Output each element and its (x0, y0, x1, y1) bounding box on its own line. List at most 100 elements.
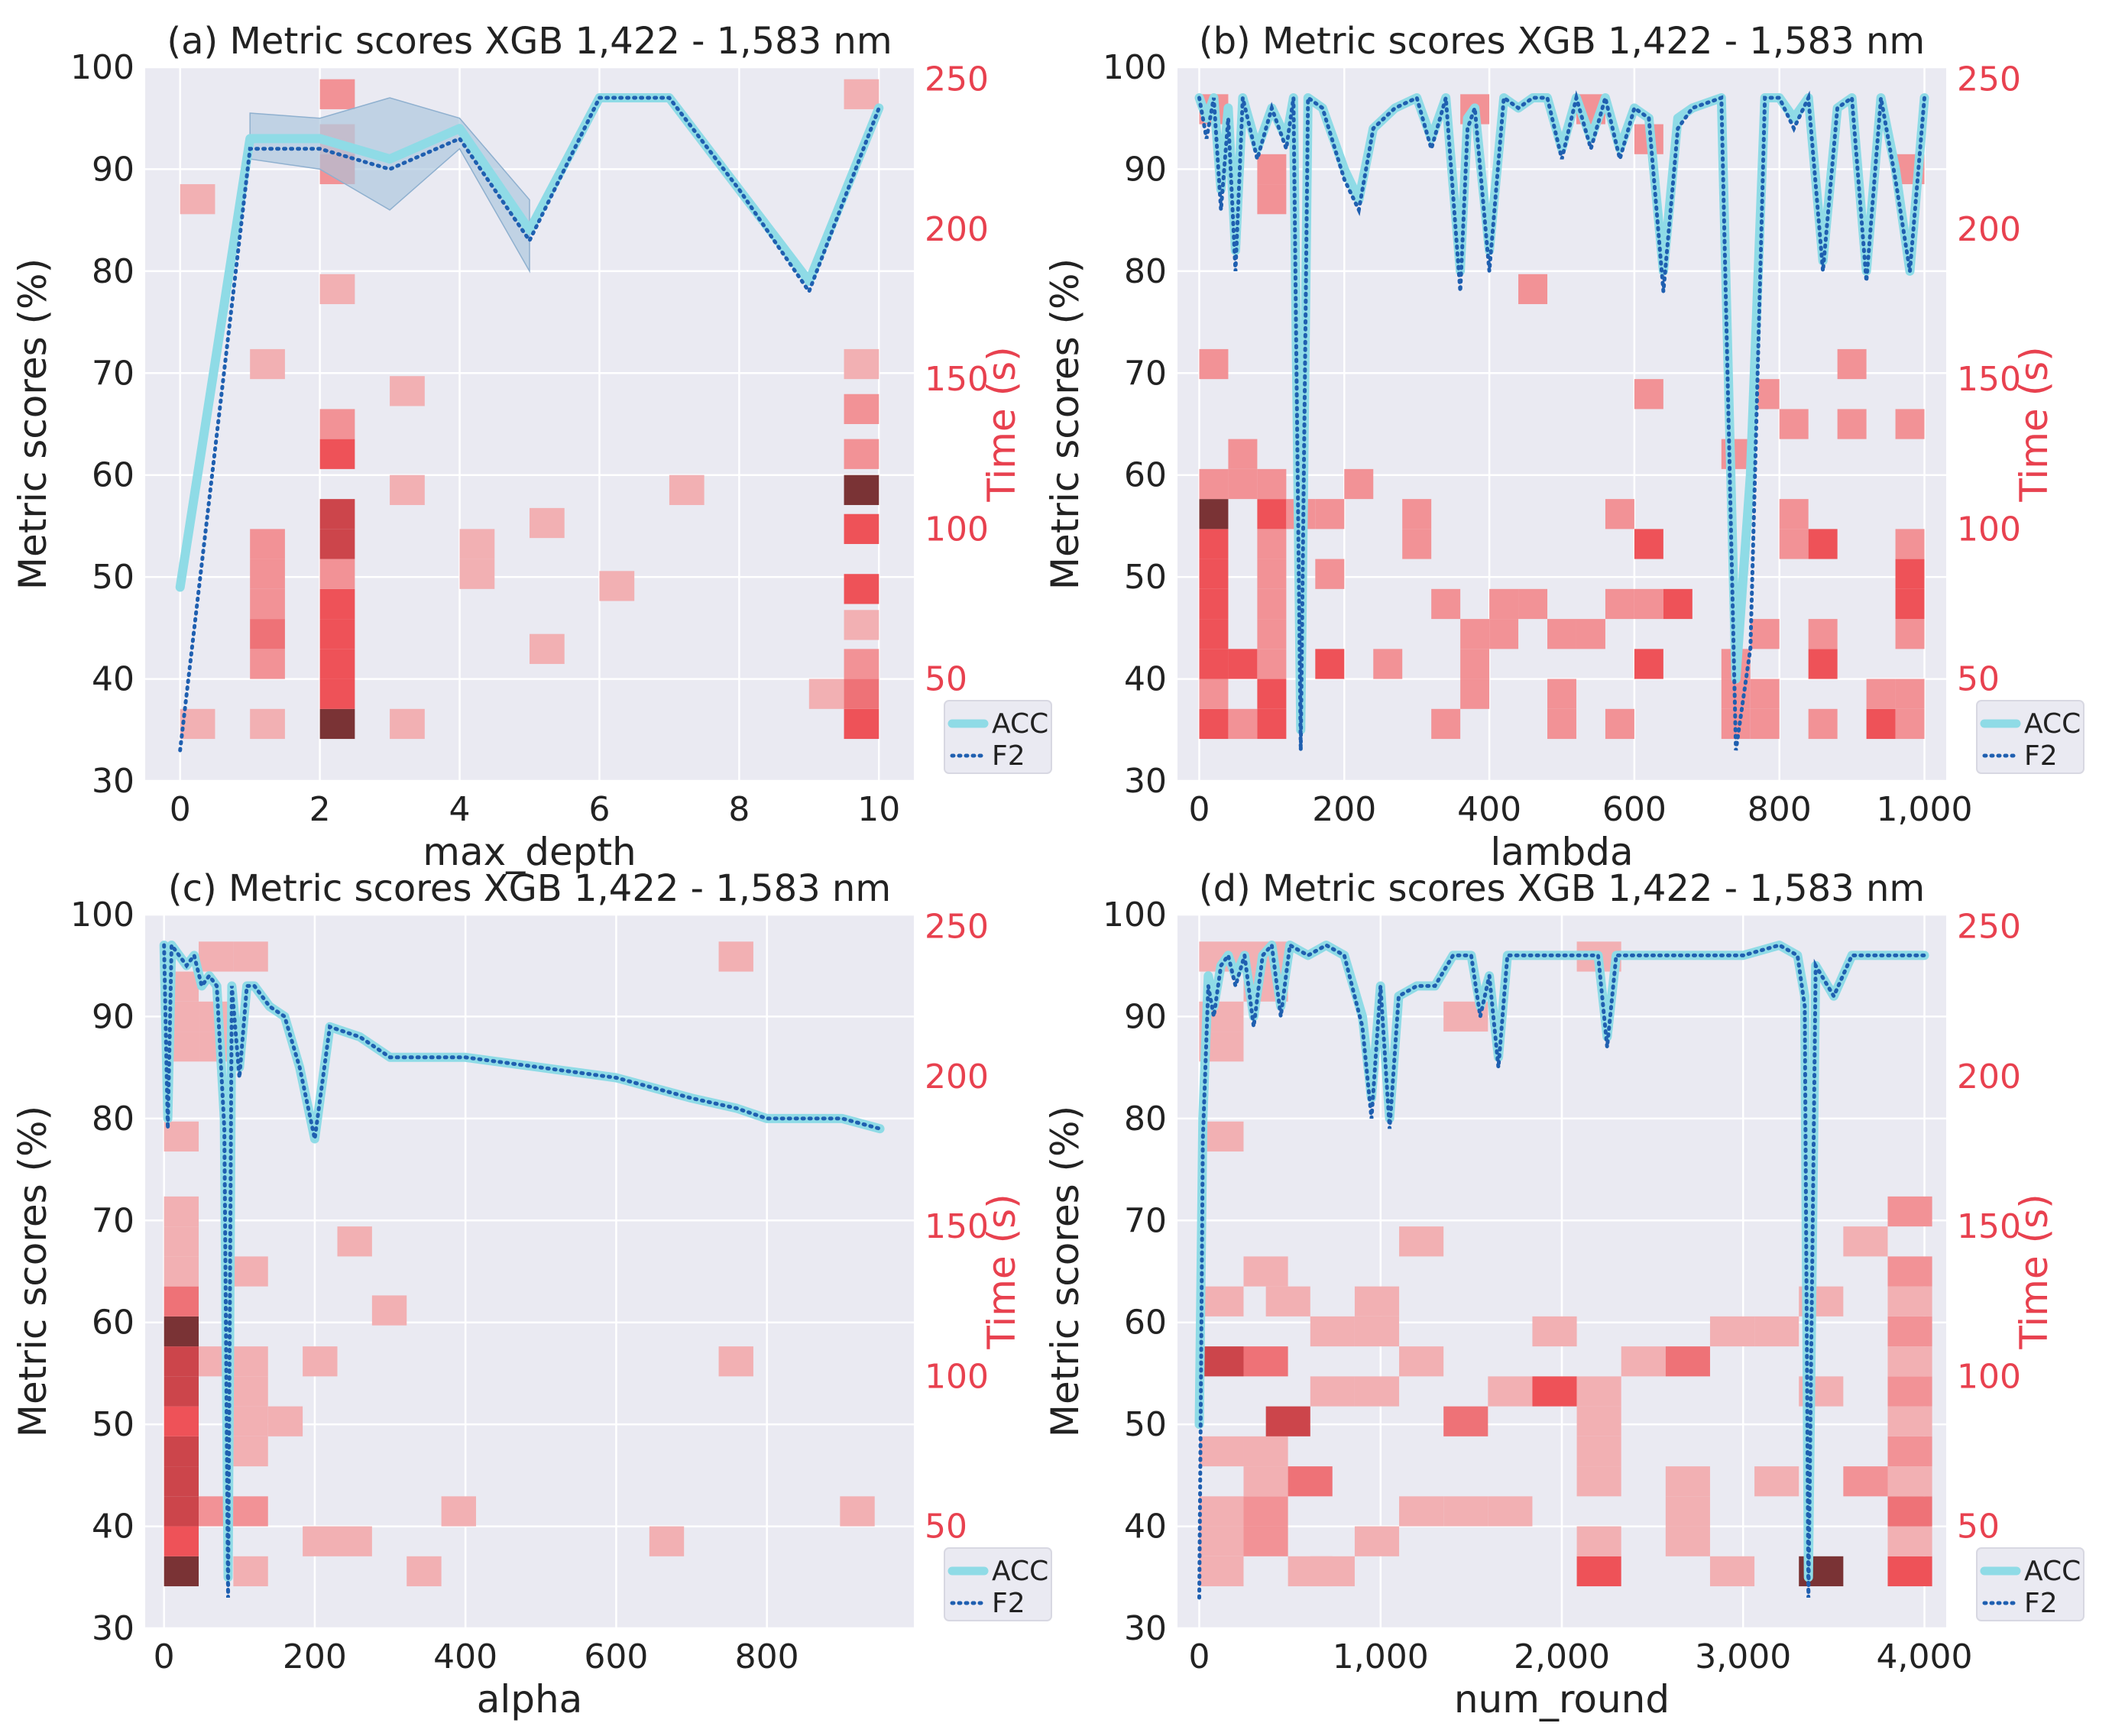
heatmap-cell (164, 1121, 199, 1152)
heatmap-cell (1257, 184, 1287, 215)
heatmap-cell (844, 679, 879, 709)
x-tick-label: 1,000 (1333, 1637, 1429, 1676)
x-tick-label: 400 (1457, 790, 1521, 829)
heatmap-cell (1754, 1466, 1799, 1497)
panel-d: (d) Metric scores XGB 1,422 - 1,583 nm 30… (1043, 867, 2084, 1721)
heatmap-cell (1257, 499, 1287, 530)
heatmap-cell (233, 941, 268, 972)
y-tick-label: 100 (1103, 48, 1167, 87)
heatmap-cell (718, 1346, 753, 1377)
heatmap-cell (1257, 559, 1287, 589)
panel-c: (c) Metric scores XGB 1,422 - 1,583 nm 30… (11, 867, 1052, 1721)
y2-tick-label: 150 (1957, 360, 2021, 399)
legend-f2-label: F2 (2024, 1588, 2058, 1619)
y2-tick-label: 200 (1957, 1057, 2021, 1096)
y2-axis-label: Time (s) (980, 1194, 1024, 1349)
x-tick-label: 200 (283, 1637, 347, 1676)
heatmap-cell (164, 1496, 199, 1527)
heatmap-cell (250, 649, 285, 679)
heatmap-cell (164, 1436, 199, 1467)
y-tick-label: 70 (92, 1201, 134, 1240)
heatmap-cell (649, 1526, 685, 1556)
heatmap-cell (1895, 619, 1925, 649)
heatmap-cell (164, 1406, 199, 1436)
x-tick-label: 6 (588, 790, 610, 829)
y-tick-label: 60 (92, 456, 134, 495)
heatmap-cell (530, 633, 565, 664)
y-tick-label: 60 (1124, 1304, 1167, 1342)
heatmap-cell (1887, 1466, 1932, 1497)
y-axis-label: Metric scores (%) (11, 258, 55, 590)
y-tick-label: 70 (92, 354, 134, 393)
x-tick-label: 0 (170, 790, 191, 829)
heatmap-cell (1228, 468, 1258, 500)
y-tick-label: 40 (92, 1508, 134, 1547)
y-tick-label: 50 (92, 1405, 134, 1444)
heatmap-cell (1895, 559, 1925, 589)
y2-tick-label: 100 (1957, 510, 2021, 549)
heatmap-cell (1228, 649, 1258, 679)
x-tick-label: 2,000 (1514, 1637, 1610, 1676)
heatmap-cell (1257, 649, 1287, 679)
heatmap-cell (1895, 679, 1925, 709)
y-tick-label: 40 (1124, 660, 1167, 699)
heatmap-cell (1257, 468, 1287, 500)
heatmap-cell (1895, 409, 1925, 439)
y-tick-label: 90 (1124, 150, 1167, 189)
heatmap-cell (1199, 708, 1229, 740)
y-tick-label: 40 (92, 660, 134, 699)
heatmap-cell (319, 708, 355, 740)
y-tick-label: 50 (92, 558, 134, 597)
y2-tick-label: 250 (925, 60, 989, 99)
heatmap-cell (250, 559, 285, 589)
legend-acc-label: ACC (2024, 1556, 2081, 1587)
heatmap-cell (1354, 1376, 1400, 1407)
heatmap-cell (1887, 1286, 1932, 1317)
heatmap-cell (1887, 1406, 1932, 1436)
heatmap-cell (1257, 619, 1287, 649)
heatmap-cell (1750, 619, 1780, 649)
heatmap-cell (233, 1406, 268, 1436)
heatmap-cell (1576, 1406, 1621, 1436)
x-tick-label: 2 (309, 790, 331, 829)
heatmap-cell (1887, 1256, 1932, 1287)
heatmap-cell (1779, 499, 1809, 530)
heatmap-cell (1576, 1436, 1621, 1467)
y-tick-label: 30 (1124, 1609, 1167, 1648)
y-tick-label: 70 (1124, 1201, 1167, 1240)
y-tick-label: 60 (92, 1304, 134, 1342)
heatmap-cell (718, 941, 753, 972)
heatmap-cell (1576, 1376, 1621, 1407)
heatmap-cell (319, 649, 355, 679)
y2-tick-label: 50 (925, 660, 967, 699)
heatmap-cell (199, 941, 234, 972)
heatmap-cell (441, 1496, 476, 1527)
heatmap-cell (844, 610, 879, 640)
y2-tick-label: 50 (1957, 660, 2000, 699)
heatmap-cell (1257, 154, 1287, 185)
heatmap-cell (1887, 1316, 1932, 1347)
heatmap-cell (164, 1226, 199, 1257)
legend-acc-label: ACC (992, 1556, 1048, 1587)
y-tick-label: 80 (92, 1100, 134, 1138)
heatmap-cell (1315, 559, 1345, 589)
heatmap-cell (319, 559, 355, 589)
y2-tick-label: 150 (1957, 1207, 2021, 1246)
heatmap-cell (808, 679, 844, 709)
heatmap-cell (1665, 1346, 1710, 1377)
heatmap-cell (1532, 1376, 1577, 1407)
heatmap-cell (250, 619, 285, 649)
heatmap-cell (1402, 499, 1432, 530)
heatmap-cell (1621, 1346, 1666, 1377)
heatmap-cell (1488, 1376, 1533, 1407)
heatmap-cell (1779, 529, 1809, 559)
heatmap-cell (1431, 708, 1461, 740)
heatmap-cell (180, 184, 215, 215)
heatmap-cell (1489, 588, 1519, 620)
heatmap-cell (1547, 708, 1576, 740)
y2-tick-label: 200 (925, 210, 989, 249)
y2-tick-label: 150 (925, 360, 989, 399)
x-tick-label: 0 (154, 1637, 175, 1676)
f2-line (1197, 941, 1926, 1600)
